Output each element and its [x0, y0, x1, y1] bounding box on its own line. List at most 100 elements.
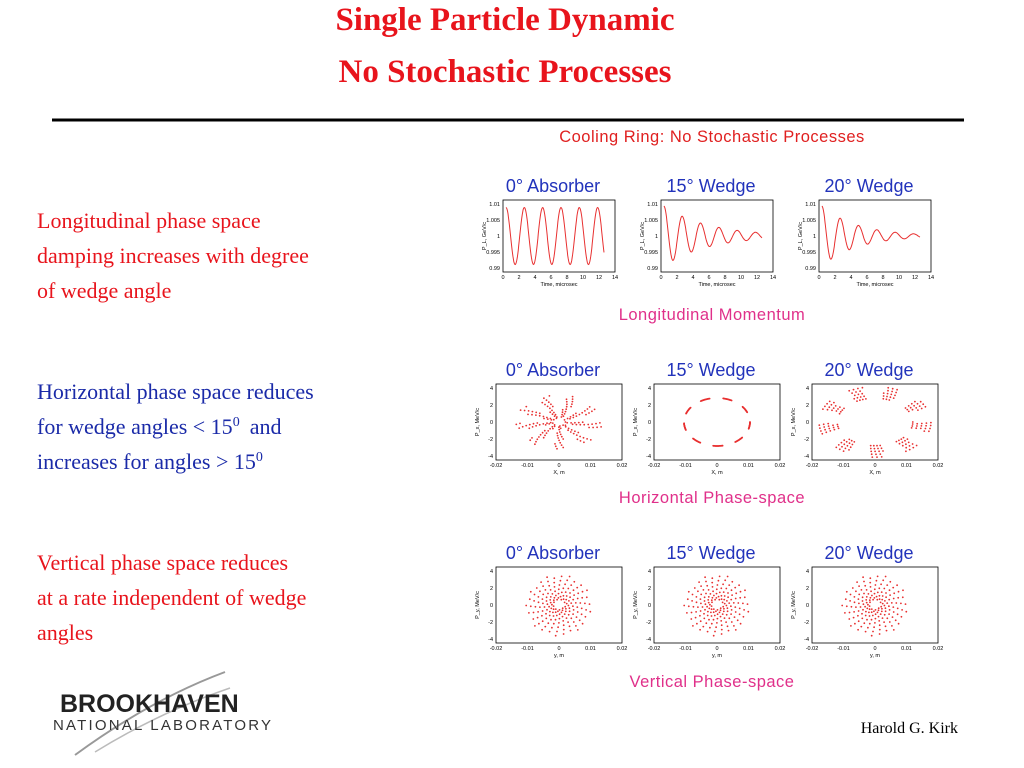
- trace-dot: [918, 405, 921, 407]
- x-tick-label: 10: [738, 275, 744, 281]
- trace-dot: [901, 444, 904, 447]
- trace-dot: [562, 628, 565, 631]
- trace-dot: [885, 398, 888, 401]
- trace-dot: [696, 622, 698, 625]
- trace-dot: [539, 433, 542, 436]
- trace-dot: [559, 433, 562, 436]
- trace-dot: [692, 625, 694, 627]
- trace-dot: [560, 416, 563, 418]
- trace-dot: [542, 585, 544, 587]
- trace-dot: [529, 590, 532, 593]
- trace-dot: [830, 403, 833, 406]
- trace-dot: [553, 601, 555, 604]
- trace-dot: [596, 426, 598, 429]
- trace-dot: [855, 606, 857, 608]
- x-tick-label: 4: [691, 275, 694, 281]
- trace-dot: [707, 601, 710, 604]
- trace-dot: [552, 418, 555, 421]
- trace-dot: [560, 591, 563, 594]
- trace-dot: [911, 408, 914, 411]
- plot-frame: [811, 566, 939, 644]
- trace-dot: [700, 585, 702, 587]
- trace-dot: [882, 450, 884, 452]
- trace-dot: [875, 579, 878, 582]
- trace-dot: [861, 612, 863, 615]
- trace-dot: [700, 593, 703, 596]
- trace-dot: [915, 444, 918, 447]
- trace-dot: [859, 399, 861, 402]
- trace-dot: [888, 609, 891, 611]
- y-tick-label: -4: [488, 637, 493, 643]
- trace-dot: [562, 624, 565, 627]
- trace-dot: [897, 622, 900, 625]
- trace-dot: [873, 588, 876, 591]
- trace-dot: [851, 392, 853, 394]
- trace-dot: [568, 600, 570, 602]
- trace-dot: [556, 434, 559, 437]
- trace-dot: [570, 405, 572, 408]
- trace-dot: [549, 411, 552, 414]
- trace-dot: [844, 447, 847, 450]
- trace-dot: [837, 444, 840, 446]
- trace-dot: [869, 447, 872, 450]
- trace-dot: [905, 610, 908, 613]
- trace-dot: [554, 590, 556, 593]
- trace-dot: [720, 594, 723, 597]
- trace-dot: [549, 599, 552, 601]
- trace-dot: [883, 621, 885, 623]
- trace-dot: [715, 610, 717, 613]
- y-tick-label: -4: [804, 637, 809, 643]
- trace-dot: [581, 421, 584, 424]
- logo-swoosh: [94, 687, 231, 753]
- trace-dot: [577, 421, 580, 424]
- trace-dot: [880, 605, 883, 608]
- trace-dot: [538, 412, 541, 415]
- plot-frame: [502, 199, 616, 273]
- panel-title: 20° Wedge: [825, 176, 914, 196]
- trace-dot: [858, 585, 860, 587]
- trace-dot: [553, 596, 556, 599]
- trace-dot: [579, 440, 582, 442]
- x-tick-label: 6: [865, 275, 868, 281]
- trace-dot: [713, 594, 715, 597]
- trace-dot: [561, 609, 564, 612]
- trace-dot: [881, 595, 884, 597]
- y-tick-label: -2: [804, 620, 809, 626]
- trace-dot: [586, 589, 588, 592]
- trace-dot: [874, 613, 877, 616]
- trace-dot: [558, 428, 561, 431]
- trace-dot: [542, 436, 545, 439]
- figure-title: Cooling Ring: No Stochastic Processes: [559, 128, 865, 146]
- trace-dot: [710, 622, 713, 625]
- y-axis-label: P_L, GeV/c: [640, 222, 646, 250]
- trace-dot: [562, 598, 565, 601]
- trace-dot: [732, 602, 735, 604]
- trace-dot: [567, 427, 570, 430]
- trace-dot: [544, 424, 547, 426]
- trace-dot: [919, 427, 922, 430]
- trace-dot: [546, 418, 549, 420]
- plot-frame: [811, 383, 939, 461]
- x-tick-label: 0: [501, 275, 504, 281]
- trace-dot: [566, 579, 569, 582]
- trace: [505, 206, 605, 266]
- y-tick-label: -4: [488, 454, 493, 460]
- trace-dot: [695, 601, 698, 604]
- trace-dot: [719, 615, 722, 618]
- trace-dot: [705, 592, 707, 595]
- trace-dot: [884, 625, 887, 628]
- trace-dot: [544, 434, 546, 437]
- x-tick-label: 12: [596, 275, 602, 281]
- x-tick-label: 0: [873, 646, 876, 652]
- trace-dot: [733, 625, 735, 627]
- trace-dot: [574, 430, 576, 433]
- y-tick-label: 2: [490, 403, 493, 409]
- trace-dot: [575, 423, 578, 426]
- trace-dot: [881, 602, 884, 605]
- y-tick-label: 4: [648, 569, 651, 575]
- trace-dot: [852, 388, 855, 391]
- trace-dot: [563, 601, 566, 604]
- trace-dot: [534, 605, 537, 608]
- trace-dot: [550, 419, 553, 421]
- trace-dot: [867, 593, 870, 595]
